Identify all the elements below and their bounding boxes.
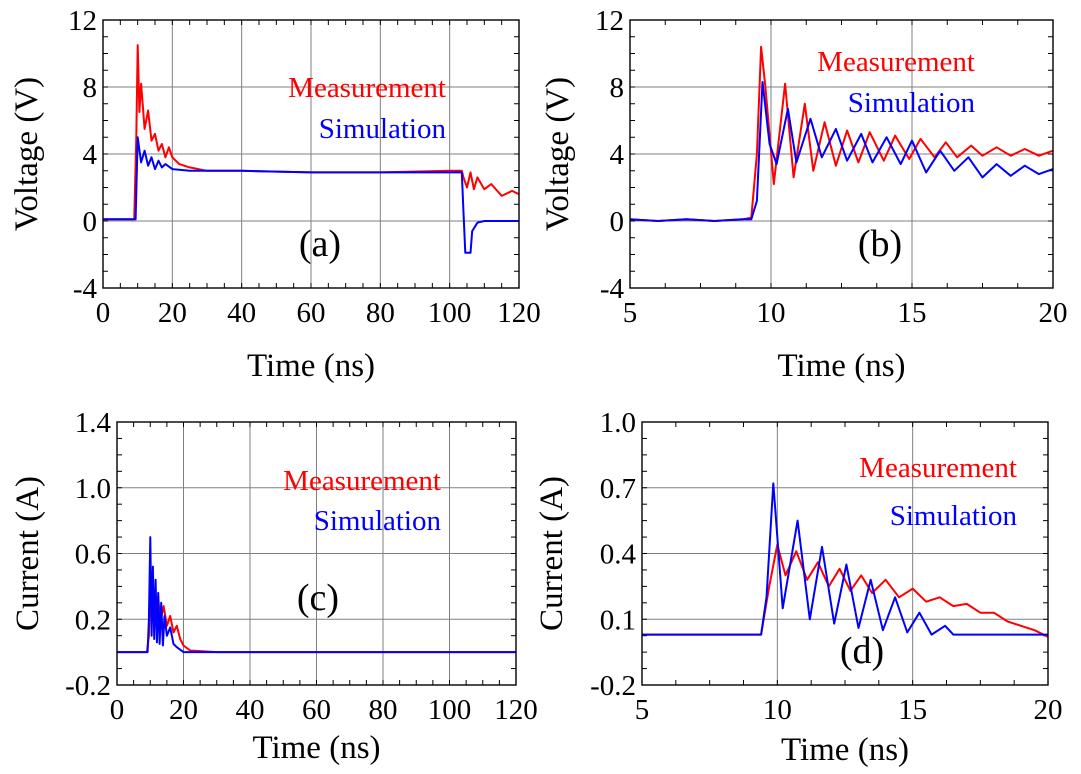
legend-simulation: Simulation	[319, 113, 447, 145]
y-axis-label: Current (A)	[534, 476, 570, 631]
x-tick-label: 120	[497, 297, 541, 329]
x-tick-label: 20	[158, 297, 187, 329]
legend-measurement: Measurement	[859, 452, 1017, 484]
series-line-simulation	[103, 136, 519, 254]
plot-frame	[102, 19, 520, 289]
legend-simulation: Simulation	[848, 87, 976, 119]
y-tick-label: 12	[68, 5, 97, 37]
plot-frame	[629, 19, 1054, 289]
chart-panel-3: 0 20 40 60 80 100 120 -0.2 0.2 0.6 1.0 1.4 Time (ns)…	[10, 407, 538, 766]
y-tick-label: -4	[600, 273, 625, 305]
legend-measurement: Measurement	[288, 72, 446, 104]
x-tick-label: 60	[297, 297, 326, 329]
x-tick-label: 40	[236, 694, 265, 726]
series-line-measurement	[642, 543, 1048, 638]
x-tick-label: 20	[1039, 297, 1068, 329]
panel-label: (b)	[858, 223, 902, 265]
x-tick-label: 60	[302, 694, 331, 726]
y-tick-label: 8	[610, 72, 625, 104]
x-tick-label: 10	[763, 694, 792, 726]
y-tick-label: 4	[610, 139, 625, 171]
panel-label: (d)	[840, 630, 884, 672]
x-tick-label: 80	[369, 694, 398, 726]
y-tick-label: 0.1	[600, 604, 636, 636]
y-tick-label: 1.0	[600, 407, 636, 439]
y-tick-label: 0.2	[75, 604, 111, 636]
y-tick-label: 0	[610, 206, 625, 238]
x-tick-label: 15	[898, 297, 927, 329]
y-tick-label: 0	[83, 206, 98, 238]
series-line-simulation	[117, 536, 516, 654]
x-axis-label: Time (ns)	[781, 732, 909, 768]
plot-frame	[116, 421, 517, 686]
y-axis-label: Voltage (V)	[9, 77, 45, 231]
series-line-simulation	[642, 482, 1048, 636]
x-tick-label: 100	[428, 297, 472, 329]
x-tick-label: 100	[428, 694, 472, 726]
y-tick-label: 1.0	[75, 473, 111, 505]
y-axis-label: Voltage (V)	[540, 77, 576, 231]
x-tick-label: 5	[635, 694, 650, 726]
x-tick-label: 120	[494, 694, 538, 726]
x-tick-label: 15	[898, 694, 927, 726]
y-tick-label: -0.2	[65, 670, 111, 702]
legend-measurement: Measurement	[283, 465, 441, 497]
x-axis-label: Time (ns)	[247, 348, 375, 384]
x-tick-label: 20	[1034, 694, 1063, 726]
y-tick-label: 1.4	[75, 407, 112, 439]
series-line-measurement	[103, 44, 519, 221]
y-tick-label: 4	[83, 139, 98, 171]
x-tick-label: 0	[96, 297, 111, 329]
x-tick-label: 10	[757, 297, 786, 329]
x-tick-label: 5	[623, 297, 638, 329]
chart-panel-2: 5 10 15 20 -4 0 4 8 12 Time (ns) Voltage (V) Measur…	[540, 5, 1068, 384]
series-line-measurement	[630, 45, 1053, 222]
y-tick-label: 12	[595, 5, 624, 37]
x-tick-label: 20	[169, 694, 198, 726]
x-tick-label: 0	[110, 694, 125, 726]
y-tick-label: 8	[83, 72, 98, 104]
y-tick-label: -4	[73, 273, 98, 305]
y-tick-label: 0.7	[600, 473, 636, 505]
plot-frame	[641, 421, 1049, 686]
x-axis-label: Time (ns)	[777, 348, 905, 384]
series-line-simulation	[630, 81, 1053, 222]
legend-simulation: Simulation	[890, 500, 1018, 532]
y-tick-label: -0.2	[590, 670, 636, 702]
y-tick-label: 0.6	[75, 539, 111, 571]
panel-label: (a)	[299, 223, 341, 265]
legend-measurement: Measurement	[817, 46, 975, 78]
x-tick-label: 80	[366, 297, 395, 329]
x-tick-label: 40	[227, 297, 256, 329]
legend-simulation: Simulation	[314, 505, 442, 537]
x-axis-label: Time (ns)	[252, 730, 380, 766]
chart-panel-4: 5 10 15 20 -0.2 0.1 0.4 0.7 1.0 Time (ns) Current …	[534, 407, 1063, 768]
panel-label: (c)	[297, 577, 339, 619]
y-tick-label: 0.4	[600, 539, 637, 571]
y-axis-label: Current (A)	[10, 476, 46, 631]
